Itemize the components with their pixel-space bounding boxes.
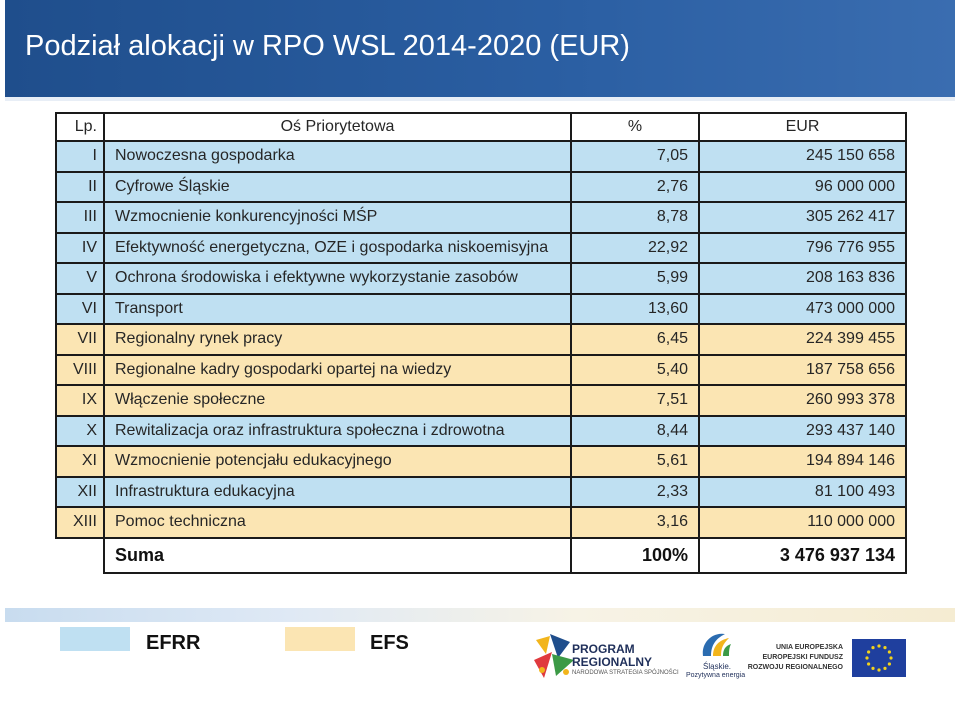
cell-eur: 796 776 955 [698, 231, 907, 264]
cell-lp: XII [55, 475, 105, 508]
legend-label-efrr: EFRR [146, 632, 201, 654]
sum-empty-cell [56, 537, 105, 573]
cell-lp: X [55, 414, 105, 447]
column-header-lp: Lp. [55, 112, 105, 142]
cell-priority-axis: Infrastruktura edukacyjna [103, 475, 572, 508]
cell-lp: VI [55, 292, 105, 325]
cell-eur: 110 000 000 [698, 506, 907, 539]
cell-lp: VIII [55, 353, 105, 386]
sum-label: Suma [103, 536, 572, 574]
cell-percent: 2,76 [570, 170, 700, 203]
sum-percent: 100% [570, 536, 700, 574]
cell-priority-axis: Efektywność energetyczna, OZE i gospodar… [103, 231, 572, 264]
column-header-name: Oś Priorytetowa [103, 112, 572, 142]
cell-lp: IV [55, 231, 105, 264]
decorative-stripe [5, 608, 955, 622]
table-row: VI Transport 13,60 473 000 000 [55, 292, 907, 325]
cell-percent: 7,51 [570, 384, 700, 417]
cell-percent: 22,92 [570, 231, 700, 264]
table-row: XI Wzmocnienie potencjału edukacyjnego 5,6… [55, 445, 907, 478]
table-row: VII Regionalny rynek pracy 6,45 224 399 455 [55, 323, 907, 356]
cell-lp: II [55, 170, 105, 203]
table-row: XIII Pomoc techniczna 3,16 110 000 000 [55, 506, 907, 539]
cell-percent: 3,16 [570, 506, 700, 539]
cell-eur: 224 399 455 [698, 323, 907, 356]
cell-lp: VII [55, 323, 105, 356]
cell-priority-axis: Regionalne kadry gospodarki opartej na w… [103, 353, 572, 386]
cell-priority-axis: Wzmocnienie konkurencyjności MŚP [103, 201, 572, 234]
cell-eur: 187 758 656 [698, 353, 907, 386]
sum-row: Suma 100% 3 476 937 134 [56, 536, 907, 574]
cell-eur: 208 163 836 [698, 262, 907, 295]
slaskie-logo: Śląskie. Pozytywna energia [683, 628, 753, 688]
cell-priority-axis: Wzmocnienie potencjału edukacyjnego [103, 445, 572, 478]
table-row: V Ochrona środowiska i efektywne wykorzys… [55, 262, 907, 295]
eu-line2: EUROPEJSKI FUNDUSZ [762, 654, 843, 661]
cell-lp: I [55, 140, 105, 173]
program-line1: PROGRAM [572, 642, 635, 656]
table-row: VIII Regionalne kadry gospodarki opartej … [55, 353, 907, 386]
table-row: IX Włączenie społeczne 7,51 260 993 378 [55, 384, 907, 417]
eu-flag-icon [852, 639, 906, 677]
title-underline [5, 97, 955, 101]
slaskie-swirl-icon [702, 633, 731, 656]
cell-eur: 96 000 000 [698, 170, 907, 203]
cell-percent: 5,40 [570, 353, 700, 386]
cell-priority-axis: Cyfrowe Śląskie [103, 170, 572, 203]
cell-percent: 5,61 [570, 445, 700, 478]
cell-eur: 473 000 000 [698, 292, 907, 325]
table-row: II Cyfrowe Śląskie 2,76 96 000 000 [55, 170, 907, 203]
column-header-eur: EUR [698, 112, 907, 142]
cell-eur: 293 437 140 [698, 414, 907, 447]
cell-priority-axis: Nowoczesna gospodarka [103, 140, 572, 173]
legend-swatch-efrr [60, 627, 130, 651]
table-header-row: Lp. Oś Priorytetowa % EUR [55, 112, 907, 142]
allocation-table: Lp. Oś Priorytetowa % EUR I Nowoczesna go… [55, 112, 907, 574]
program-regionalny-emblem-icon [534, 634, 574, 678]
cell-lp: XIII [55, 506, 105, 539]
cell-lp: IX [55, 384, 105, 417]
program-line3: NARODOWA STRATEGIA SPÓJNOŚCI [572, 670, 679, 676]
cell-percent: 8,44 [570, 414, 700, 447]
legend-label-efs: EFS [370, 632, 409, 654]
program-regionalny-logo: PROGRAM REGIONALNY NARODOWA STRATEGIA SP… [530, 628, 680, 688]
page-title: Podział alokacji w RPO WSL 2014-2020 (EU… [25, 30, 630, 62]
table-row: III Wzmocnienie konkurencyjności MŚP 8,78 3… [55, 201, 907, 234]
program-line2: REGIONALNY [572, 655, 653, 669]
cell-priority-axis: Ochrona środowiska i efektywne wykorzyst… [103, 262, 572, 295]
table-row: IV Efektywność energetyczna, OZE i gospod… [55, 231, 907, 264]
sum-eur: 3 476 937 134 [698, 536, 907, 574]
cell-priority-axis: Włączenie społeczne [103, 384, 572, 417]
eu-line3: ROZWOJU REGIONALNEGO [747, 664, 843, 671]
table-row: XII Infrastruktura edukacyjna 2,33 81 100 4… [55, 475, 907, 508]
cell-eur: 81 100 493 [698, 475, 907, 508]
cell-priority-axis: Transport [103, 292, 572, 325]
cell-lp: III [55, 201, 105, 234]
eu-fund-logo: UNIA EUROPEJSKA EUROPEJSKI FUNDUSZ ROZWO… [748, 634, 955, 684]
cell-percent: 6,45 [570, 323, 700, 356]
cell-priority-axis: Pomoc techniczna [103, 506, 572, 539]
table-row: X Rewitalizacja oraz infrastruktura społe… [55, 414, 907, 447]
cell-eur: 305 262 417 [698, 201, 907, 234]
cell-priority-axis: Regionalny rynek pracy [103, 323, 572, 356]
cell-lp: V [55, 262, 105, 295]
cell-percent: 7,05 [570, 140, 700, 173]
cell-priority-axis: Rewitalizacja oraz infrastruktura społec… [103, 414, 572, 447]
cell-eur: 194 894 146 [698, 445, 907, 478]
eu-line1: UNIA EUROPEJSKA [775, 644, 843, 651]
slaskie-line2: Pozytywna energia [686, 672, 746, 679]
table-row: I Nowoczesna gospodarka 7,05 245 150 658 [55, 140, 907, 173]
legend-swatch-efs [285, 627, 355, 651]
cell-percent: 2,33 [570, 475, 700, 508]
cell-percent: 13,60 [570, 292, 700, 325]
cell-lp: XI [55, 445, 105, 478]
column-header-pct: % [570, 112, 700, 142]
cell-eur: 245 150 658 [698, 140, 907, 173]
slaskie-line1: Śląskie. [703, 662, 732, 671]
cell-eur: 260 993 378 [698, 384, 907, 417]
title-banner: Podział alokacji w RPO WSL 2014-2020 (EU… [5, 0, 955, 97]
cell-percent: 5,99 [570, 262, 700, 295]
cell-percent: 8,78 [570, 201, 700, 234]
